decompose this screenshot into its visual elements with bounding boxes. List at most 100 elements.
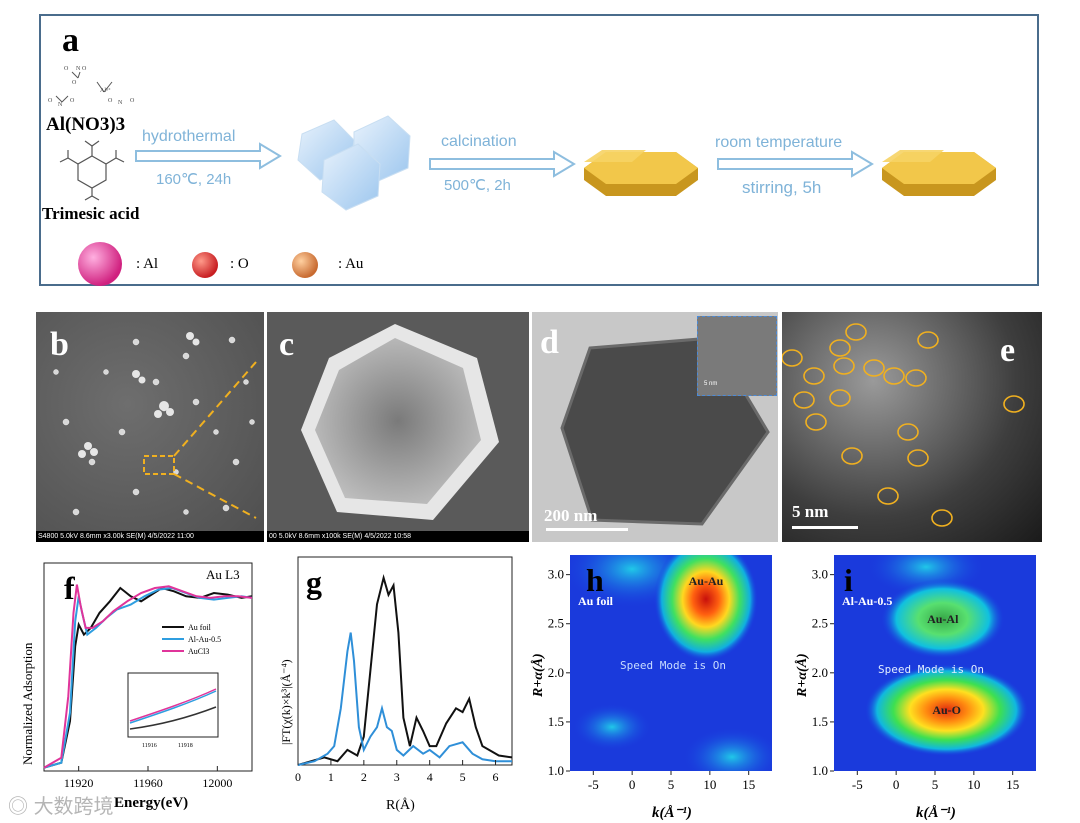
inset-tick-2: 11918	[178, 743, 193, 749]
panel-h-ytick-label: 1.5	[548, 714, 564, 729]
panel-f-legend: Au foil Al-Au-0.5 AuCl3	[162, 623, 221, 656]
panel-h-xlabel: k(Å⁻¹)	[652, 805, 692, 821]
panel-d-inset: 5 nm	[697, 316, 777, 396]
legend-al-au-label: Al-Au-0.5	[188, 635, 221, 644]
panel-d-scale-bar	[546, 528, 628, 531]
panel-i-chart: i Al-Au-0.5 Au-Al Au-O Speed Mode is On …	[794, 555, 1036, 821]
legend-al-sphere	[78, 242, 122, 286]
panel-f-chart: f Au L3 Normalized Adsorption Energy(eV)…	[20, 562, 253, 811]
panel-h-xtick-label: 15	[742, 777, 755, 792]
watermark-text: 大数跨境	[33, 796, 114, 818]
panel-e-letter: e	[1000, 332, 1016, 369]
panel-i-ytick-label: 2.5	[812, 616, 828, 631]
panel-a	[39, 14, 1039, 286]
step1-arrow	[135, 142, 282, 170]
alumina-plate	[584, 150, 698, 196]
panel-h-ytick-label: 3.0	[548, 567, 564, 582]
panel-g-xtick-label: 4	[427, 770, 433, 784]
panel-b-sem-info: S4800 5.0kV 8.6mm x3.00k SE(M) 4/5/2022 …	[36, 531, 264, 542]
panel-g-xtick-label: 2	[361, 770, 367, 784]
panel-f-letter: f	[64, 570, 75, 606]
legend-au-sphere	[292, 252, 318, 278]
panel-f-series-al-au-0-5	[43, 586, 253, 769]
legend-o-label: : O	[230, 256, 249, 272]
panel-g-ylabel: |FT(χ(k)×k³|(Å⁻⁴)	[279, 659, 293, 745]
panel-i-ytick-label: 1.0	[812, 763, 828, 778]
panel-e-scale-bar	[792, 526, 858, 529]
panel-g-letter: g	[306, 564, 322, 600]
panel-i-letter: i	[844, 562, 853, 598]
panel-e-image: e 5 nm	[782, 312, 1042, 542]
panel-b-particles	[53, 332, 257, 519]
panel-b-image: b S4800 5.0kV 8.6mm x3.00k SE(M) 4/5/202…	[36, 312, 264, 542]
svg-text:O: O	[130, 98, 135, 104]
panel-e-scale-label: 5 nm	[792, 502, 829, 521]
panel-g-xtick-label: 0	[295, 770, 301, 784]
panel-g-xtick-label: 1	[328, 770, 334, 784]
panel-i-xlabel: k(Å⁻¹)	[916, 805, 956, 821]
panel-h-sample-label: Au foil	[578, 594, 614, 608]
inset-aucl3-line	[129, 688, 217, 722]
panel-h-xtick-label: 10	[703, 777, 716, 792]
panel-i-xtick-label: -5	[852, 777, 863, 792]
step3-arrow	[717, 150, 874, 178]
panel-g-series-au-foil	[297, 573, 513, 766]
panel-b-letter: b	[50, 326, 69, 363]
svg-text:Al³⁺: Al³⁺	[100, 87, 111, 94]
svg-text:O: O	[70, 98, 75, 104]
panel-d-inset-scale: 5 nm	[704, 381, 718, 387]
panel-h-watermark: Speed Mode is On	[620, 659, 726, 672]
panel-g-chart: g |FT(χ(k)×k³|(Å⁻⁴) R(Å) 0 1 2 3 4 5 6	[279, 556, 513, 813]
panel-f-series-au-foil	[43, 586, 253, 769]
legend-au-label: : Au	[338, 256, 364, 272]
panel-i-xtick-label: 0	[893, 777, 900, 792]
reagent-aluminum-nitrate: Al(NO3)3	[46, 114, 126, 135]
panel-i-ylabel: R+α(Å)	[794, 653, 810, 698]
panel-h-peak	[653, 555, 758, 662]
panel-h-ytick-label: 1.0	[548, 763, 564, 778]
panel-g-xlabel: R(Å)	[386, 797, 415, 813]
legend-al-label: : Al	[136, 256, 159, 272]
svg-text:O: O	[48, 98, 53, 104]
panel-i-xtick-label: 10	[967, 777, 980, 792]
step1-label: hydrothermal	[142, 128, 236, 145]
step3-conditions: stirring, 5h	[742, 178, 822, 197]
panel-f-ylabel: Normalized Adsorption	[20, 642, 35, 765]
step2-label: calcination	[441, 133, 517, 150]
panel-f-title: Au L3	[206, 567, 240, 582]
panel-h-chart: h Au foil Au-Au Speed Mode is On R+α(Å) …	[530, 555, 772, 821]
panel-f-xtick-label: 11960	[133, 776, 163, 790]
panel-a-letter: a	[62, 22, 79, 59]
panel-d-letter: d	[540, 324, 559, 361]
inset-au-foil-line	[129, 706, 217, 730]
mof-crystals	[297, 115, 411, 211]
panel-i-xtick-label: 5	[932, 777, 939, 792]
panel-h-xtick-label: 0	[629, 777, 636, 792]
panel-f-xtick-label: 12000	[202, 776, 232, 790]
panel-d-scale-label: 200 nm	[544, 506, 598, 525]
trimesic-acid-structure	[59, 140, 125, 201]
panel-i-ytick-label: 2.0	[812, 665, 828, 680]
panel-f-inset: 11916 11918	[127, 672, 219, 749]
svg-text:O: O	[64, 66, 69, 72]
svg-text:N: N	[58, 102, 63, 108]
panel-g-plot-area	[297, 556, 513, 766]
inset-al-au-line	[129, 690, 217, 724]
panel-i-au-o-peak	[864, 664, 1029, 757]
legend-au-foil-label: Au foil	[188, 623, 212, 632]
panel-g-xtick-label: 6	[493, 770, 499, 784]
panel-g-xtick-label: 3	[394, 770, 400, 784]
reagent-trimesic-acid: Trimesic acid	[42, 204, 140, 223]
svg-text:N: N	[118, 100, 123, 106]
step2-conditions: 500℃, 2h	[444, 177, 511, 194]
watermark-icon: ◎	[8, 796, 28, 818]
panel-i-sample-label: Al-Au-0.5	[842, 594, 892, 608]
panel-c-hexagon	[301, 324, 499, 520]
panel-i-au-al-region	[880, 578, 1005, 659]
panel-h-xtick-label: 5	[668, 777, 675, 792]
inset-tick-1: 11916	[142, 743, 157, 749]
panel-h-annotation: Au-Au	[689, 574, 724, 588]
step2-arrow	[429, 150, 576, 178]
au-alumina-plate	[882, 150, 996, 196]
panel-g-series-al-au-0-5	[297, 632, 512, 766]
